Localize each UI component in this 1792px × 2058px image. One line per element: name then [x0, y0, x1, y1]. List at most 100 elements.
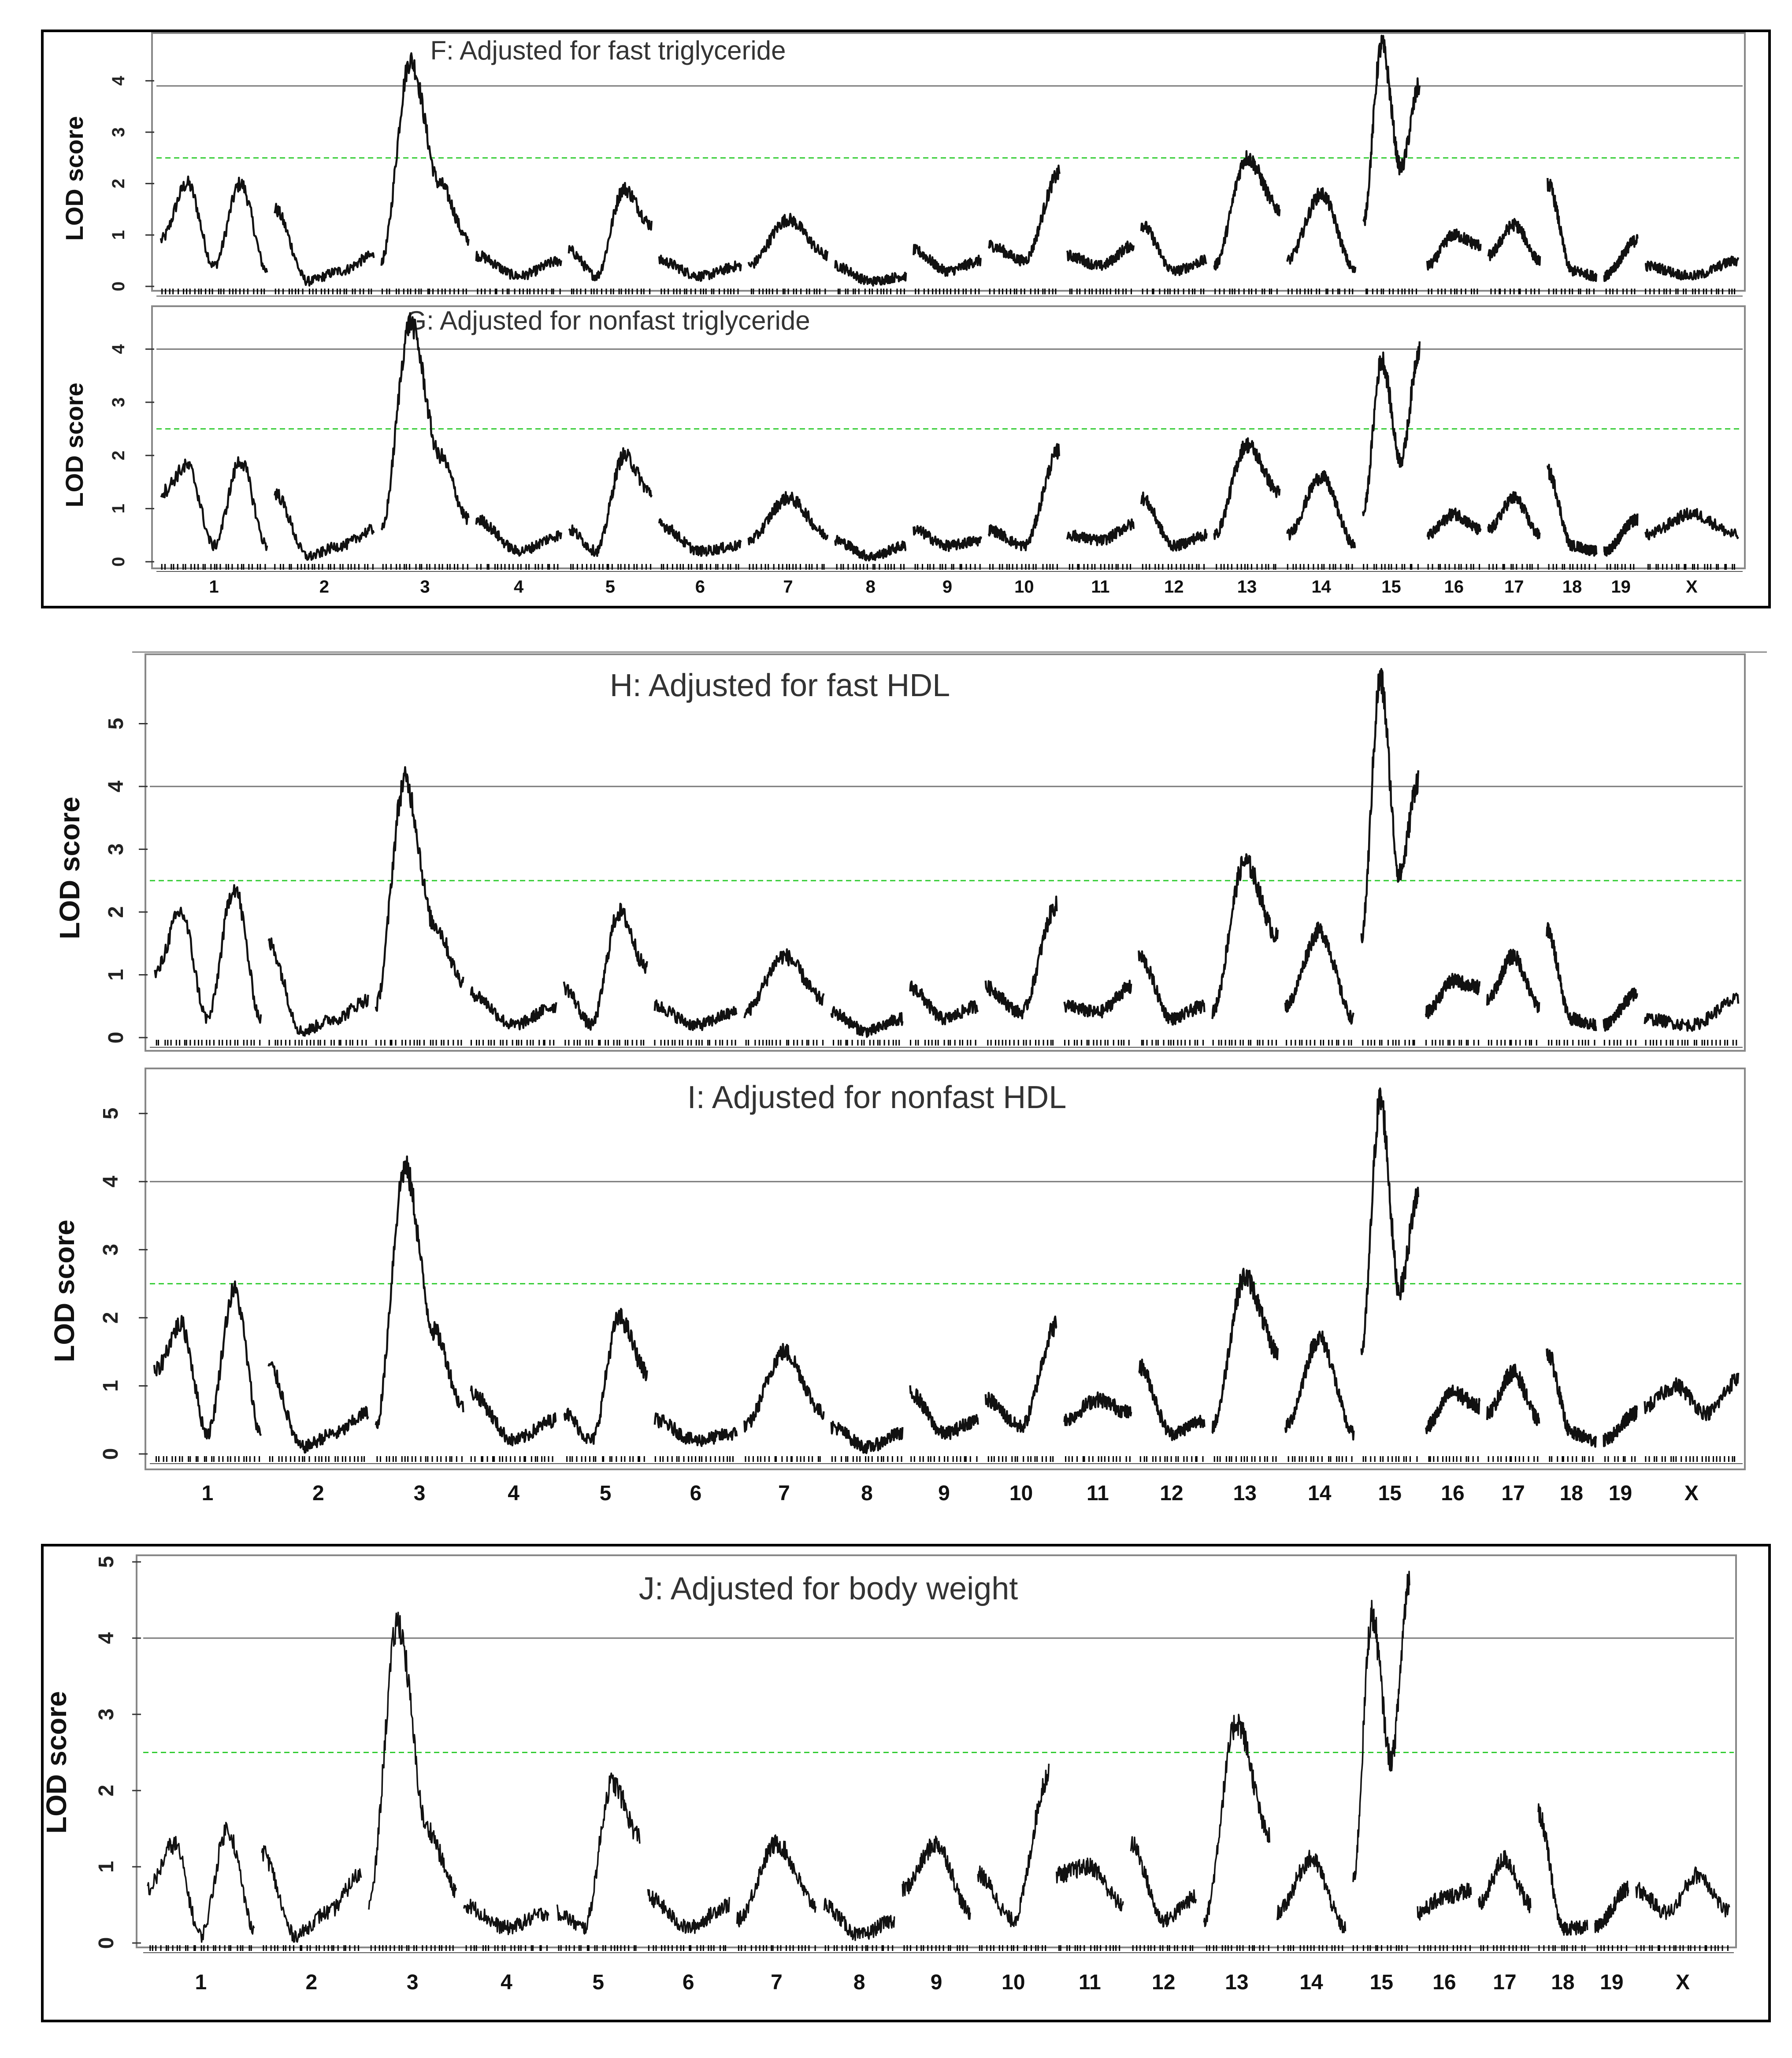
chromosome-label-19: 19 [1611, 577, 1631, 597]
chromosome-label-16: 16 [1444, 577, 1464, 597]
y-tick-label: 4 [99, 1175, 122, 1187]
chromosome-label-15: 15 [1381, 577, 1401, 597]
lod-trace-chr-13 [1203, 1713, 1270, 1928]
lod-trace-chr-X [1644, 1372, 1740, 1421]
panel-j-border [136, 1554, 1737, 1948]
lod-trace-chr-7 [747, 212, 829, 269]
lod-trace-chr-14 [1284, 921, 1355, 1025]
panel-j: J: Adjusted for body weight LOD score 0 1… [41, 1554, 1737, 1994]
chromosome-label-6: 6 [695, 577, 705, 597]
lod-trace-chr-2 [274, 203, 375, 287]
y-tick-label: 3 [99, 1244, 122, 1256]
y-tick-label: 1 [99, 1380, 122, 1392]
lod-trace-chr-16 [1425, 1384, 1481, 1435]
y-tick-label: 0 [109, 557, 128, 567]
y-tick-label: 1 [109, 504, 128, 513]
chromosome-label-19: 19 [1609, 1482, 1632, 1505]
panel-g-title: G: Adjusted for nonfast triglyceride [406, 306, 810, 335]
lod-trace-chr-11 [1063, 979, 1132, 1019]
chromosome-label-17: 17 [1501, 1482, 1525, 1505]
lod-trace-chr-16 [1425, 972, 1481, 1019]
chromosome-label-X: X [1676, 1971, 1690, 1994]
chromosome-label-10: 10 [1002, 1971, 1025, 1994]
chromosome-label-7: 7 [778, 1482, 790, 1505]
lod-trace-chr-5 [556, 1772, 641, 1935]
lod-trace-chr-3 [380, 312, 470, 530]
lod-trace-chr-15 [1360, 1087, 1420, 1355]
chromosome-label-4: 4 [514, 577, 524, 597]
lod-trace-chr-17 [1478, 1850, 1532, 1913]
lod-trace-chr-10 [987, 443, 1061, 552]
lod-trace-chr-8 [834, 260, 907, 287]
panel-f: F: Adjusted for fast triglyceride LOD sc… [60, 32, 1746, 297]
chromosome-label-17: 17 [1504, 577, 1524, 597]
chromosome-label-1: 1 [202, 1482, 214, 1505]
chromosome-label-11: 11 [1087, 1482, 1109, 1505]
chromosome-label-2: 2 [319, 577, 329, 597]
y-tick-label: 4 [104, 780, 128, 792]
chromosome-label-7: 7 [771, 1971, 783, 1994]
lod-trace-chr-11 [1063, 1391, 1132, 1427]
panel-h-ylabel: LOD score [54, 797, 85, 939]
lod-trace-chr-5 [563, 902, 648, 1031]
panel-j-title: J: Adjusted for body weight [639, 1571, 1018, 1606]
panel-i-ylabel: LOD score [48, 1220, 80, 1362]
lod-trace-chr-8 [830, 1420, 904, 1454]
chromosome-label-1: 1 [209, 577, 219, 597]
lod-trace-chr-4 [463, 1899, 549, 1936]
chromosome-label-13: 13 [1237, 577, 1257, 597]
chromosome-label-X: X [1686, 577, 1698, 597]
chromosome-label-10: 10 [1009, 1482, 1033, 1505]
y-tick-label: 3 [109, 397, 128, 407]
lod-trace-chr-19 [1603, 234, 1639, 282]
lod-trace-chr-19 [1603, 513, 1639, 557]
panel-i-title: I: Adjusted for nonfast HDL [687, 1080, 1066, 1115]
lod-trace-chr-9 [913, 525, 982, 552]
lod-trace-chr-19 [1594, 1880, 1629, 1933]
lod-trace-chr-19 [1603, 1405, 1638, 1447]
lod-trace-chr-1 [147, 1821, 255, 1943]
lod-trace-chr-7 [747, 491, 829, 545]
lod-trace-chr-5 [568, 447, 653, 557]
chromosome-label-14: 14 [1308, 1482, 1332, 1505]
lod-trace-chr-X [1644, 508, 1739, 541]
lod-trace-chr-X [1644, 256, 1740, 281]
y-tick-label: 3 [95, 1709, 118, 1721]
y-tick-label: 1 [104, 969, 128, 981]
chromosome-label-9: 9 [942, 577, 952, 597]
y-tick-label: 2 [104, 906, 128, 918]
lod-trace-chr-11 [1056, 1857, 1124, 1912]
panel-g: G: Adjusted for nonfast triglyceride LOD… [60, 305, 1746, 597]
lod-trace-chr-11 [1066, 240, 1135, 271]
lod-trace-chr-14 [1286, 470, 1356, 549]
lod-trace-chr-4 [470, 1385, 557, 1446]
lod-trace-chr-8 [834, 534, 907, 562]
lod-trace-chr-9 [902, 1836, 971, 1920]
panel-g-ylabel: LOD score [60, 382, 88, 507]
panel-f-title: F: Adjusted for fast triglyceride [430, 36, 786, 65]
y-tick-label: 5 [99, 1108, 122, 1120]
lod-trace-chr-13 [1213, 437, 1281, 540]
chromosome-label-3: 3 [407, 1971, 419, 1994]
chromosome-label-4: 4 [501, 1971, 512, 1994]
chromosome-label-12: 12 [1160, 1482, 1183, 1505]
chromosome-label-11: 11 [1091, 577, 1109, 597]
y-tick-label: 0 [104, 1032, 128, 1044]
chromosome-label-7: 7 [783, 577, 793, 597]
lod-trace-chr-14 [1286, 187, 1357, 273]
chromosome-label-16: 16 [1441, 1482, 1464, 1505]
lod-trace-chr-14 [1276, 1850, 1347, 1933]
lod-trace-chr-17 [1486, 949, 1540, 1013]
panel-g-border [151, 305, 1746, 569]
lod-trace-chr-18 [1537, 1803, 1588, 1936]
lod-trace-chr-2 [267, 937, 369, 1037]
group-frame-fg [41, 30, 1771, 608]
chromosome-label-3: 3 [420, 577, 430, 597]
lod-trace-chr-15 [1352, 1570, 1410, 1882]
lod-trace-chr-3 [368, 1611, 457, 1910]
chromosome-label-3: 3 [414, 1482, 426, 1505]
lod-trace-chr-3 [375, 766, 464, 1012]
chromosome-label-13: 13 [1225, 1971, 1248, 1994]
lod-trace-chr-2 [274, 488, 375, 561]
chromosome-label-16: 16 [1432, 1971, 1456, 1994]
